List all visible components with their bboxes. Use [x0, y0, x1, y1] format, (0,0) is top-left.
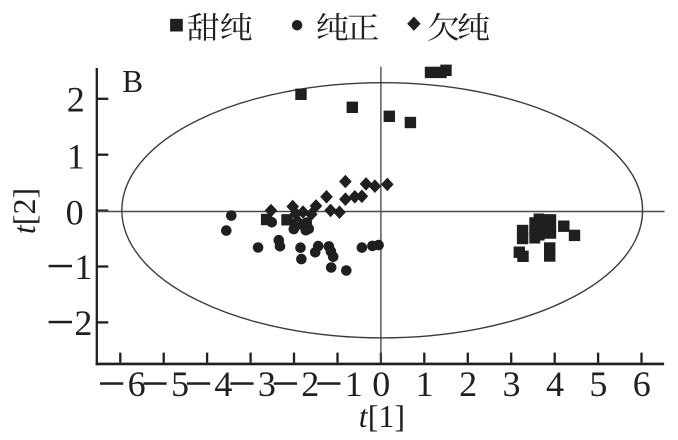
svg-text:4: 4 — [546, 364, 564, 404]
svg-text:t[2]: t[2] — [6, 188, 42, 234]
svg-text:2: 2 — [301, 364, 319, 404]
svg-text:1: 1 — [416, 364, 434, 404]
svg-text:1: 1 — [67, 137, 85, 177]
svg-text:0: 0 — [372, 364, 390, 404]
svg-text:2: 2 — [67, 79, 85, 119]
svg-text:1: 1 — [345, 364, 363, 404]
svg-text:B: B — [122, 64, 143, 99]
svg-text:5: 5 — [171, 364, 189, 404]
svg-text:1: 1 — [74, 247, 92, 287]
svg-text:2: 2 — [459, 364, 477, 404]
svg-text:0: 0 — [66, 192, 84, 232]
svg-text:4: 4 — [214, 364, 232, 404]
svg-text:3: 3 — [258, 364, 276, 404]
svg-text:6: 6 — [633, 364, 651, 404]
svg-text:2: 2 — [74, 303, 92, 343]
svg-text:6: 6 — [128, 364, 146, 404]
svg-text:3: 3 — [503, 364, 521, 404]
svg-text:5: 5 — [589, 364, 607, 404]
svg-text:t[1]: t[1] — [359, 398, 405, 434]
